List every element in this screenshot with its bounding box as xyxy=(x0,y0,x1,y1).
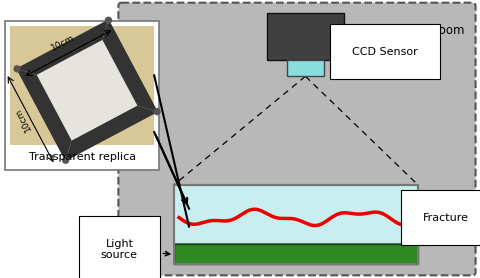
Text: Transparent replica: Transparent replica xyxy=(28,152,136,162)
Bar xyxy=(266,13,344,60)
Text: Light
source: Light source xyxy=(101,239,170,260)
Circle shape xyxy=(14,66,20,72)
Text: 10cm: 10cm xyxy=(13,106,33,133)
Text: Fracture: Fracture xyxy=(422,213,469,223)
FancyBboxPatch shape xyxy=(119,3,476,275)
Bar xyxy=(10,26,154,145)
Polygon shape xyxy=(36,40,137,141)
Bar xyxy=(174,185,418,264)
Bar xyxy=(174,185,418,244)
Circle shape xyxy=(106,17,111,23)
Polygon shape xyxy=(66,106,157,160)
Bar xyxy=(174,244,418,264)
Text: CCD Sensor: CCD Sensor xyxy=(348,34,418,57)
Bar xyxy=(287,60,324,76)
Circle shape xyxy=(63,157,69,163)
Text: Dark room: Dark room xyxy=(402,24,465,37)
Text: 10cm: 10cm xyxy=(50,33,77,53)
Polygon shape xyxy=(102,20,157,112)
Polygon shape xyxy=(17,20,108,75)
Bar xyxy=(5,21,159,170)
Polygon shape xyxy=(17,69,72,160)
Circle shape xyxy=(154,109,160,115)
